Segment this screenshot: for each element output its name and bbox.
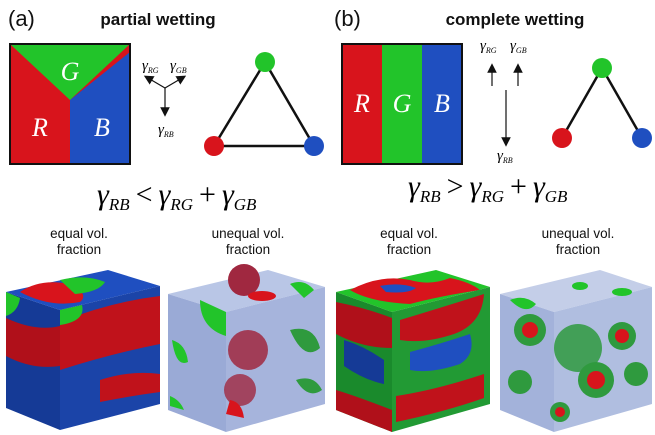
- blue-node-b: [632, 128, 652, 148]
- cube-partial-equal: [6, 270, 160, 430]
- complete-wetting-open-triangle: [552, 58, 652, 148]
- caption-partial-equal: equal vol. fraction: [50, 226, 108, 257]
- complete-wetting-square: R G B: [341, 43, 463, 165]
- partial-wetting-triangle: [204, 52, 324, 156]
- caption-complete-equal: equal vol. fraction: [380, 226, 438, 257]
- square-b-b-label: B: [434, 89, 450, 118]
- green-node: [255, 52, 275, 72]
- tension-a-gb: γGB: [170, 58, 187, 75]
- partial-wetting-square: G R B: [9, 43, 131, 165]
- red-node: [204, 136, 224, 156]
- blue-node: [304, 136, 324, 156]
- tension-b-rb: γRB: [497, 148, 513, 165]
- cube-complete-equal: [336, 270, 490, 432]
- tension-a-rg: γRG: [142, 58, 159, 75]
- panel-b-label: (b): [334, 6, 361, 31]
- panel-b-title: complete wetting: [445, 10, 585, 29]
- caption-complete-unequal: unequal vol. fraction: [541, 226, 615, 257]
- panel-a-label: (a): [8, 6, 35, 31]
- tension-b-rg: γRG: [480, 38, 497, 55]
- cube-complete-unequal: [500, 270, 652, 432]
- square-b-g-label: G: [393, 89, 412, 118]
- partial-wetting-tension-arrows: γRG γGB γRB: [142, 58, 187, 139]
- tension-b-gb: γGB: [510, 38, 527, 55]
- red-node-b: [552, 128, 572, 148]
- inequality-a: γRB < γRG + γGB: [97, 178, 257, 214]
- square-a-r-label: R: [31, 113, 48, 142]
- cube-partial-unequal: [168, 264, 325, 432]
- square-b-r-label: R: [353, 89, 370, 118]
- panel-a-title: partial wetting: [100, 10, 216, 29]
- green-node-b: [592, 58, 612, 78]
- tension-a-rb: γRB: [158, 122, 174, 139]
- square-a-g-label: G: [61, 57, 80, 86]
- inequality-b: γRB > γRG + γGB: [408, 170, 568, 206]
- caption-partial-unequal: unequal vol. fraction: [211, 226, 285, 257]
- complete-wetting-tension-arrows: γRG γGB γRB: [480, 38, 527, 165]
- square-a-b-label: B: [94, 113, 110, 142]
